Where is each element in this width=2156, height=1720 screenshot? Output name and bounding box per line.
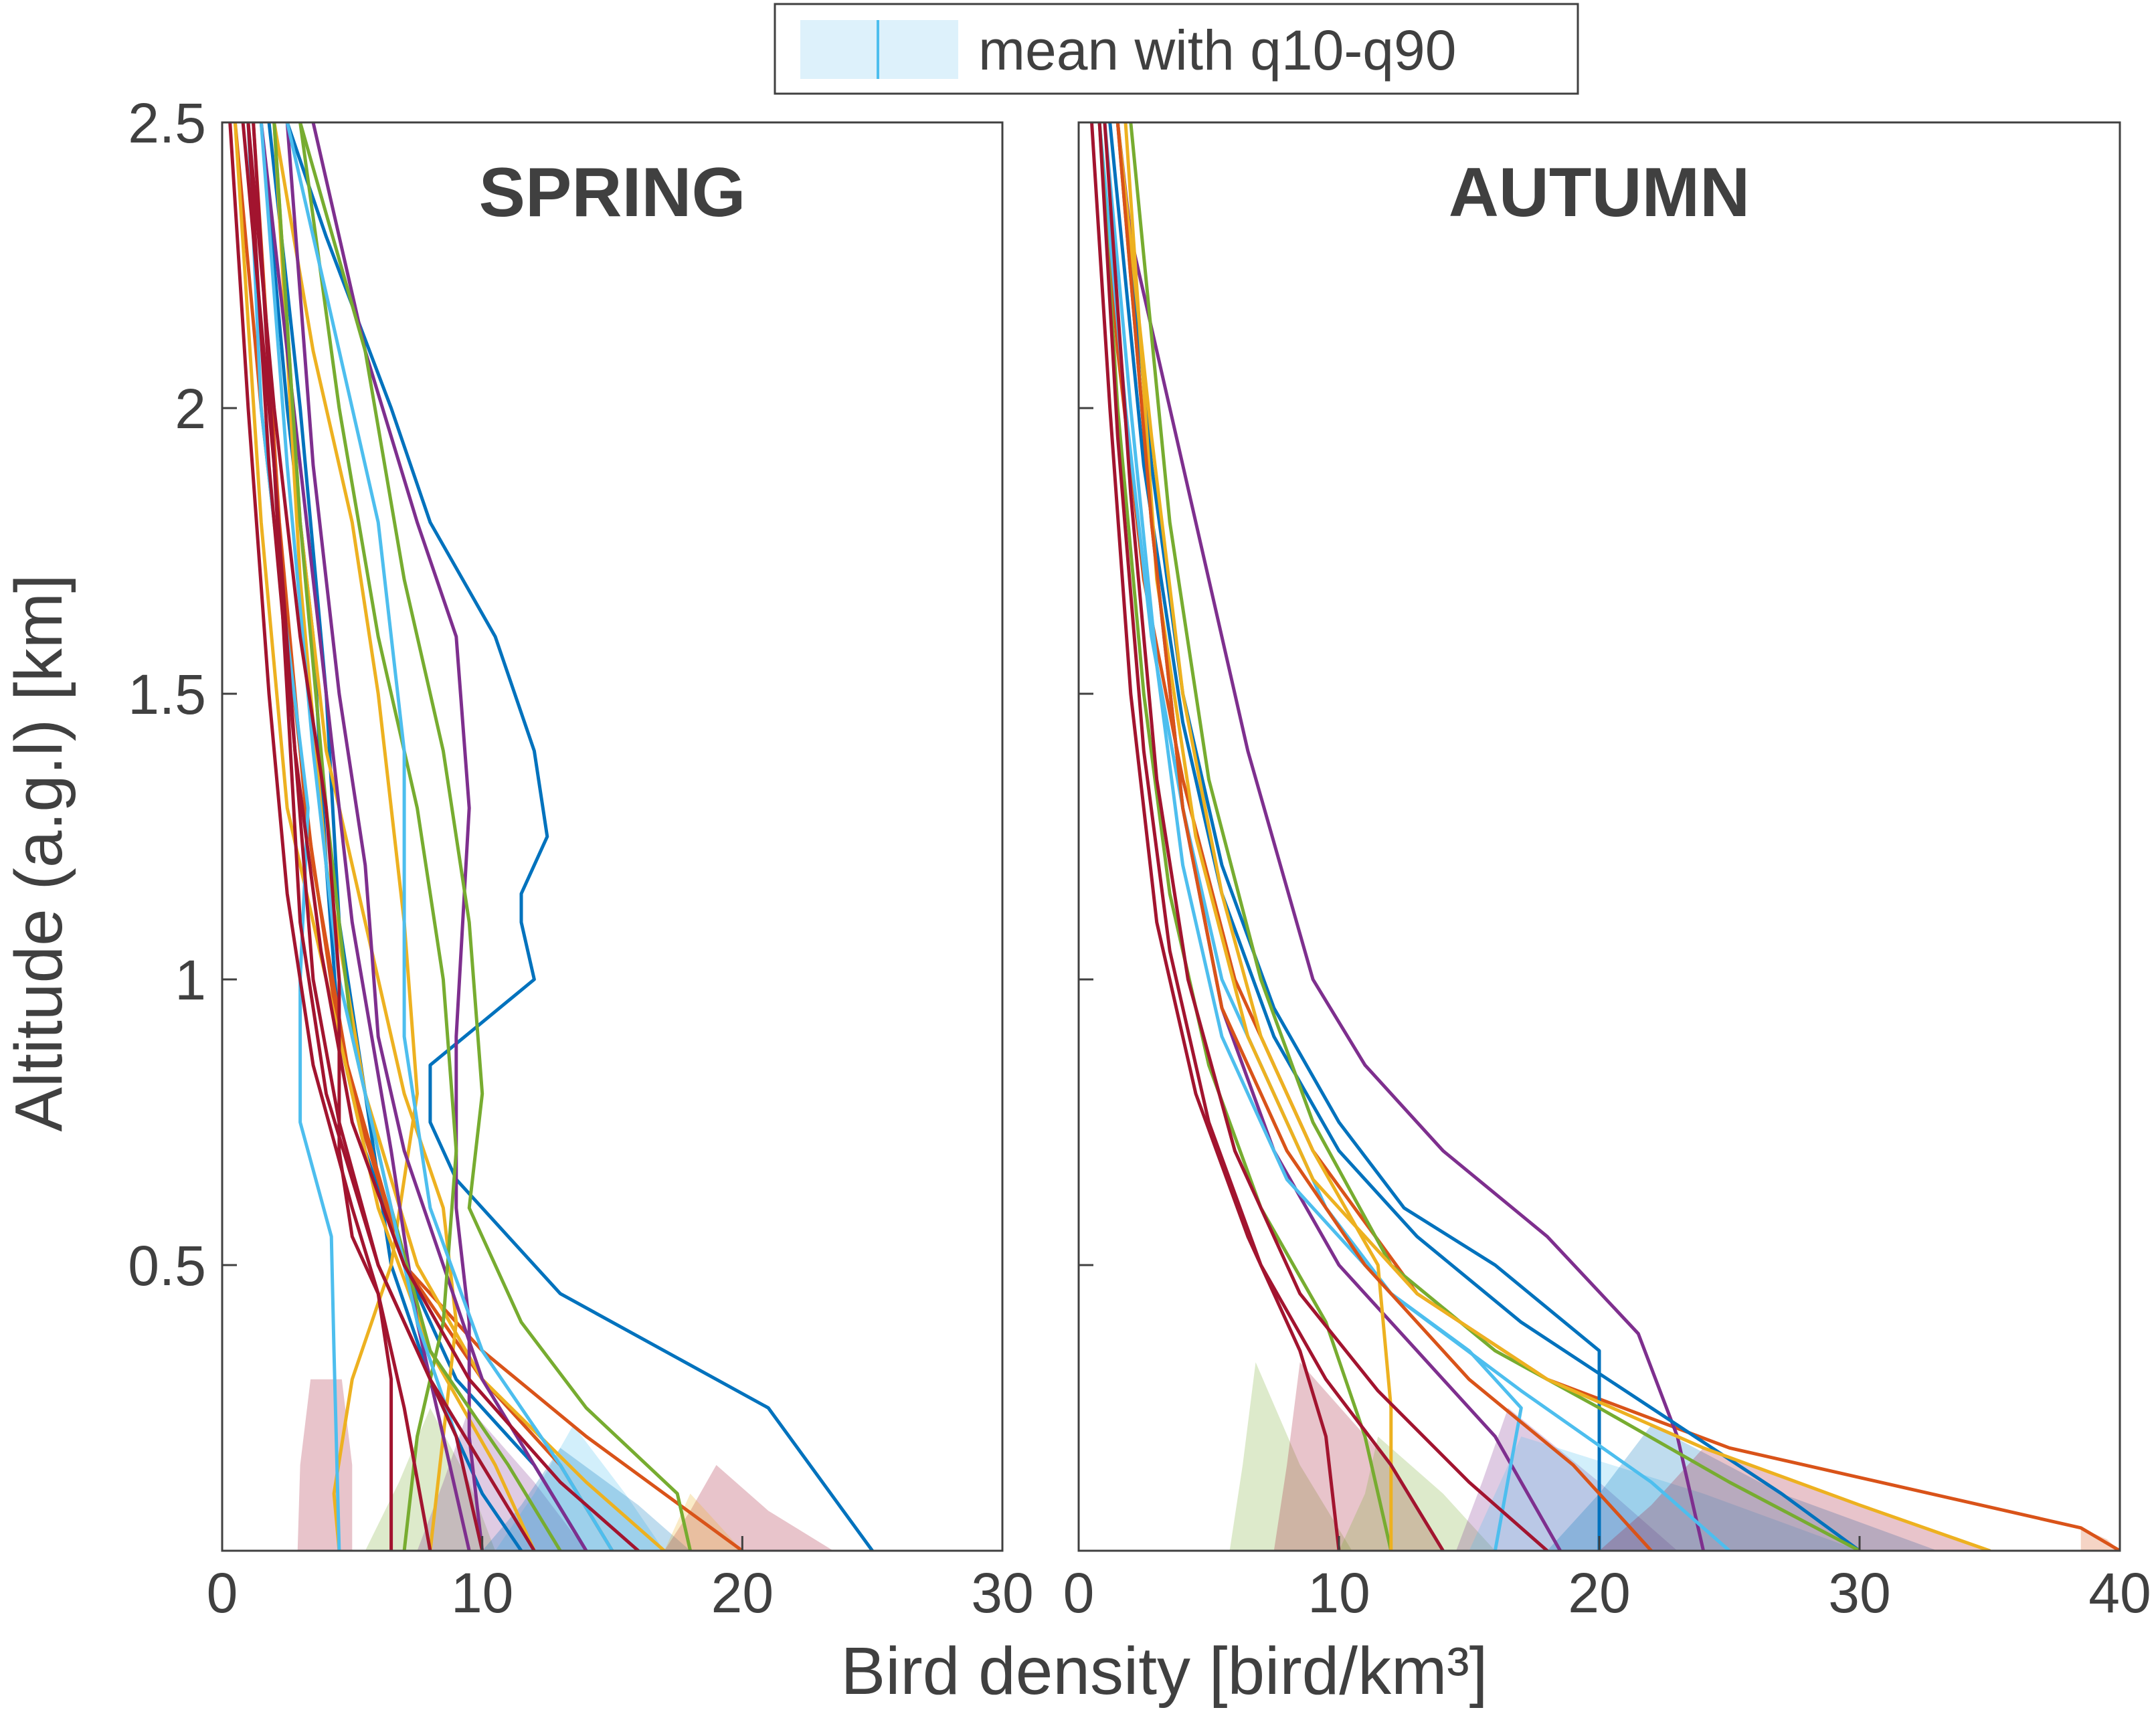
x-tick-label-autumn: 30 <box>1828 1561 1890 1624</box>
band-spring-5 <box>482 1448 691 1551</box>
series-line-spring-8 <box>272 122 666 1551</box>
series-line-autumn-14 <box>1103 122 1549 1551</box>
series-line-spring-20 <box>241 122 536 1551</box>
x-tick-label-autumn: 40 <box>2088 1561 2151 1624</box>
series-line-spring-6 <box>272 122 458 1551</box>
plot-area <box>1079 122 2120 1551</box>
x-tick-label-autumn: 10 <box>1308 1561 1370 1624</box>
x-tick-label-spring: 10 <box>451 1561 513 1624</box>
plot-content <box>1090 122 2120 1551</box>
y-tick-label-spring: 1 <box>175 949 206 1012</box>
y-tick-label-spring: 2 <box>175 377 206 440</box>
series-line-autumn-6 <box>1103 122 1731 1551</box>
series-line-spring-4 <box>252 122 614 1551</box>
series-line-autumn-7 <box>1129 122 1862 1551</box>
series-line-autumn-11 <box>1115 122 1653 1551</box>
series-line-spring-21 <box>228 122 432 1551</box>
series-line-autumn-12 <box>1090 122 1341 1551</box>
panel-autumn: AUTUMN 0 10 20 30 40 <box>1063 121 2151 1624</box>
x-tick-label-spring: 30 <box>971 1561 1033 1624</box>
series-line-spring-17 <box>259 122 484 1551</box>
series-line-spring-0 <box>285 122 875 1551</box>
y-axis-title: Altitude (a.g.l) [km] <box>1 574 76 1132</box>
panel-title-spring: SPRING <box>479 154 746 231</box>
x-tick-label-autumn: 20 <box>1568 1561 1630 1624</box>
band-autumn-3 <box>1456 1408 1678 1551</box>
y-tick-label-spring: 2.5 <box>128 92 206 155</box>
plot-area <box>222 122 1002 1551</box>
series-line-spring-12 <box>298 122 693 1551</box>
series-line-spring-5 <box>272 122 419 1551</box>
legend: mean with q10-q90 <box>774 3 1579 95</box>
series-line-spring-16 <box>285 122 614 1551</box>
x-tick-label-spring: 0 <box>207 1561 238 1624</box>
plot-content <box>228 122 964 1551</box>
series-line-autumn-10 <box>1115 122 1393 1551</box>
band-spring-4 <box>495 1425 664 1551</box>
x-tick-label-autumn: 0 <box>1063 1561 1095 1624</box>
series-line-autumn-13 <box>1097 122 1445 1551</box>
series-line-spring-13 <box>298 122 458 1551</box>
series-line-spring-22 <box>246 122 640 1551</box>
legend-label: mean with q10-q90 <box>978 19 1456 82</box>
series-line-spring-18 <box>246 122 393 1551</box>
band-autumn-0 <box>1229 1362 1352 1551</box>
panels: SPRING 0 10 20 30 0.5 1 1.5 2 2.5 AUTUMN 0 10 20 30 40 <box>128 92 2151 1624</box>
series-line-autumn-4 <box>1108 122 1862 1551</box>
band-autumn-2 <box>1339 1436 1496 1551</box>
series-line-autumn-8 <box>1097 122 1393 1551</box>
band-spring-6 <box>664 1464 834 1551</box>
x-axis-title: Bird density [bird/km³] <box>841 1634 1488 1709</box>
series-line-autumn-3 <box>1115 122 1601 1551</box>
panel-title-autumn: AUTUMN <box>1449 154 1750 231</box>
panel-spring: SPRING 0 10 20 30 0.5 1 1.5 2 2.5 <box>128 92 1034 1624</box>
axes-frame-spring <box>221 121 1004 1552</box>
y-tick-label-spring: 0.5 <box>128 1234 206 1297</box>
y-tick-label-spring: 1.5 <box>128 663 206 726</box>
series-line-spring-7 <box>233 122 536 1551</box>
series-line-autumn-1 <box>1115 122 1706 1551</box>
series-line-autumn-9 <box>1124 122 1991 1551</box>
x-tick-label-spring: 20 <box>711 1561 774 1624</box>
series-line-spring-11 <box>259 122 471 1551</box>
